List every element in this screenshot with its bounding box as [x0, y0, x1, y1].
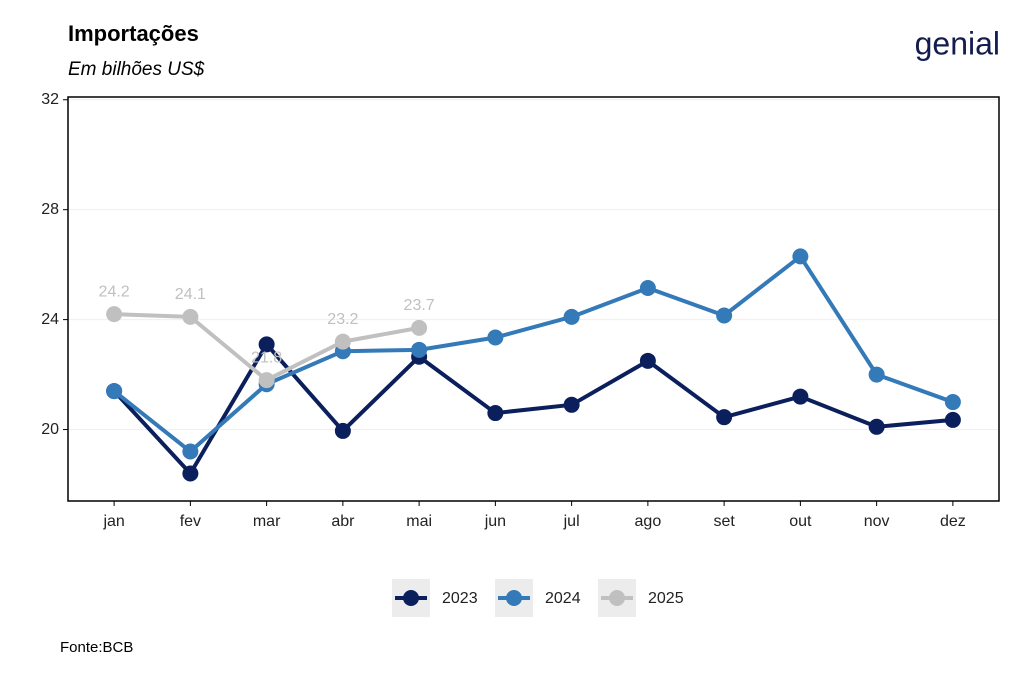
point [944, 394, 961, 411]
legend-key-point [506, 590, 522, 606]
point [487, 329, 504, 346]
point [182, 443, 199, 460]
point [106, 383, 123, 400]
x-tick-label: fev [180, 513, 201, 530]
legend-label: 2023 [442, 590, 478, 607]
point [106, 306, 123, 323]
point [868, 366, 885, 383]
point [411, 341, 428, 358]
data-label: 24.2 [99, 283, 130, 300]
x-tick-label: out [789, 513, 812, 530]
x-tick-label: jul [563, 513, 580, 530]
y-tick-label: 32 [41, 91, 59, 108]
legend-key-point [403, 590, 419, 606]
legend-label: 2025 [648, 590, 684, 607]
y-tick-label: 24 [41, 311, 59, 328]
point [258, 336, 275, 353]
data-label: 24.1 [175, 286, 206, 303]
source-note: Fonte:BCB [60, 639, 133, 656]
x-tick-label: dez [940, 513, 966, 530]
brand-logo: genial [915, 25, 1000, 61]
chart-title: Importações [68, 21, 199, 46]
point [182, 308, 199, 325]
point [563, 308, 580, 325]
point [868, 418, 885, 435]
x-tick-label: abr [331, 513, 355, 530]
point [411, 319, 428, 336]
data-label: 23.2 [327, 311, 358, 328]
point [334, 422, 351, 439]
y-tick-label: 28 [41, 201, 59, 218]
plot-border [67, 96, 1000, 502]
x-tick-label: ago [635, 513, 662, 530]
point [716, 409, 733, 426]
point [182, 465, 199, 482]
chart-subtitle: Em bilhões US$ [68, 59, 205, 80]
point [716, 307, 733, 324]
point [258, 372, 275, 389]
data-label: 21.8 [251, 349, 282, 366]
point [639, 352, 656, 369]
x-tick-label: jan [102, 513, 124, 530]
x-tick-label: mai [406, 513, 432, 530]
point [487, 405, 504, 422]
legend-key-point [609, 590, 625, 606]
point [563, 396, 580, 413]
point [944, 411, 961, 428]
y-tick-label: 20 [41, 421, 59, 438]
point [639, 280, 656, 297]
point [792, 248, 809, 265]
legend-label: 2024 [545, 590, 581, 607]
series-line [112, 254, 954, 454]
point [334, 333, 351, 350]
point [792, 388, 809, 405]
x-tick-label: nov [864, 513, 890, 530]
x-tick-label: set [713, 513, 735, 530]
data-label: 23.7 [404, 297, 435, 314]
series-line [112, 342, 954, 476]
x-tick-label: mar [253, 513, 281, 530]
x-tick-label: jun [484, 513, 506, 530]
